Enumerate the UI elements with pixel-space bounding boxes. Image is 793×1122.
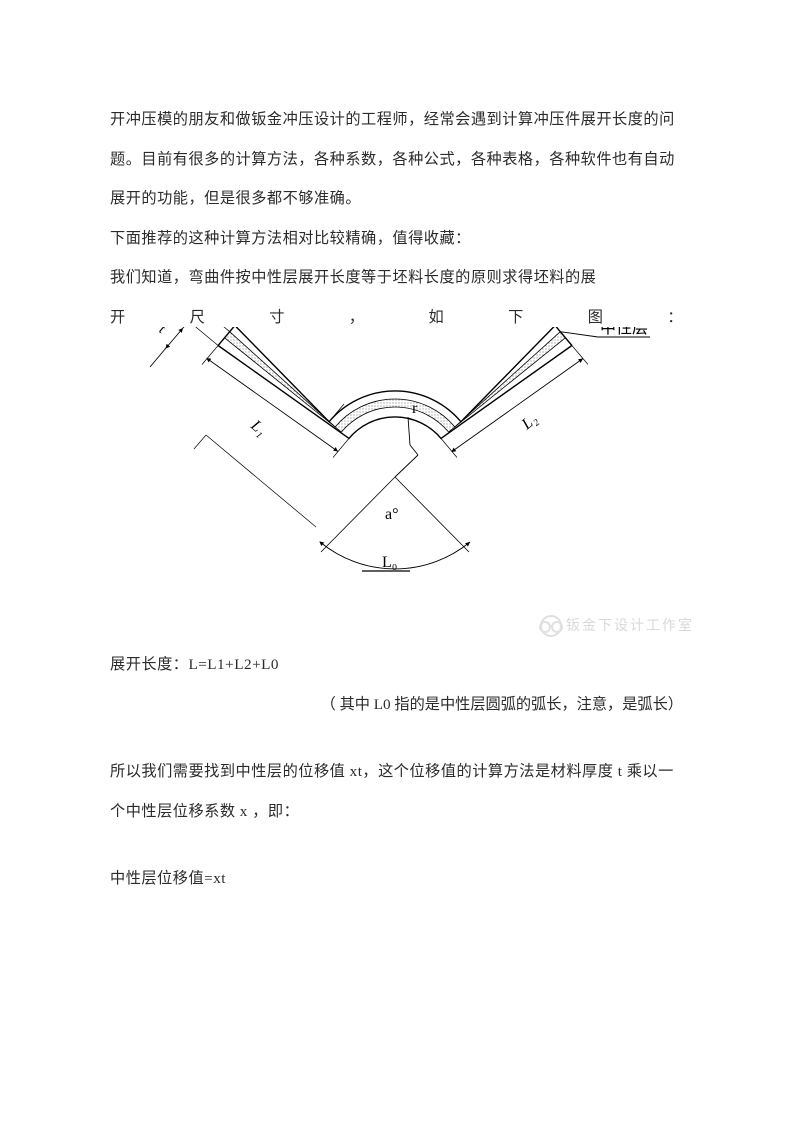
svg-text:a°: a° <box>385 506 399 523</box>
watermark-text: 钣金下设计工作室 <box>566 617 694 633</box>
paragraph-2: 下面推荐的这种计算方法相对比较精确，值得收藏： <box>110 219 683 259</box>
svg-text:t: t <box>155 327 169 337</box>
neutral-label: 中性层 <box>560 327 650 337</box>
svg-text:中性层: 中性层 <box>600 327 648 337</box>
t-dim: t xt <box>150 327 235 367</box>
paragraph-3a: 我们知道，弯曲件按中性层展开长度等于坯料长度的原则求得坯料的展 <box>110 258 683 298</box>
bend-diagram: r a° L₀ <box>110 327 680 617</box>
document-page: 开冲压模的朋友和做钣金冲压设计的工程师，经常会遇到计算冲压件展开长度的问题。目前… <box>0 0 793 1122</box>
wechat-icon <box>540 615 562 637</box>
l0-dimension: L₀ <box>320 542 470 571</box>
svg-text:L₂: L₂ <box>518 411 541 434</box>
formula-xt: 中性层位移值=xt <box>110 859 683 899</box>
l1-dim: L₁ <box>202 346 349 458</box>
watermark: 钣金下设计工作室 <box>540 615 694 637</box>
angle-label: a° <box>321 417 469 552</box>
r-label: r <box>395 400 418 477</box>
svg-text:L₀: L₀ <box>382 554 397 571</box>
outer-outline <box>235 327 555 422</box>
paragraph-1: 开冲压模的朋友和做钣金冲压设计的工程师，经常会遇到计算冲压件展开长度的问题。目前… <box>110 100 683 219</box>
note-L0: （ 其中 L0 指的是中性层圆弧的弧长，注意，是弧长） <box>110 685 683 725</box>
inner-outline <box>218 346 572 439</box>
paragraph-xt: 所以我们需要找到中性层的位移值 xt，这个位移值的计算方法是材料厚度 t 乘以一… <box>110 752 683 831</box>
formula-L: 展开长度：L=L1+L2+L0 <box>110 645 683 685</box>
l2-dim: L₂ <box>441 346 588 458</box>
svg-text:r: r <box>412 400 418 417</box>
svg-text:L₁: L₁ <box>247 416 270 439</box>
l1-dimension <box>194 327 344 527</box>
bent-strip <box>173 327 572 438</box>
